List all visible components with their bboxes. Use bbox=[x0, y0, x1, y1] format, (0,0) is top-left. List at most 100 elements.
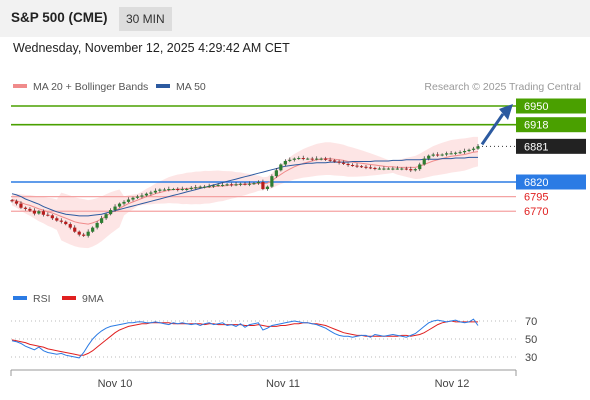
candle-body bbox=[418, 164, 422, 170]
candle-body bbox=[104, 214, 108, 219]
rsi-legend-swatch-1 bbox=[62, 296, 76, 300]
candle-body bbox=[37, 211, 41, 214]
candle-body bbox=[261, 182, 265, 190]
timeframe-button[interactable]: 30 MIN bbox=[119, 7, 172, 31]
level-label-6820: 6820 bbox=[524, 177, 548, 189]
candle-body bbox=[185, 189, 189, 191]
candle-body bbox=[440, 154, 444, 156]
candle-body bbox=[126, 199, 131, 202]
candle-body bbox=[310, 158, 314, 160]
candle-body bbox=[247, 183, 252, 185]
candle-body bbox=[149, 192, 153, 194]
candle-body bbox=[306, 158, 310, 160]
candle-body bbox=[180, 189, 184, 191]
candle-body bbox=[324, 158, 328, 160]
candle-body bbox=[32, 210, 37, 214]
candle-body bbox=[131, 197, 135, 200]
candle-body bbox=[462, 151, 467, 153]
candle-body bbox=[82, 234, 86, 236]
candle-body bbox=[386, 168, 390, 170]
candle-body bbox=[144, 193, 149, 196]
candle-body bbox=[341, 162, 346, 164]
candle-body bbox=[91, 227, 95, 232]
time-axis: Nov 10 Nov 11 Nov 12 bbox=[10, 369, 517, 390]
legend-label-0: MA 20 + Bollinger Bands bbox=[33, 81, 148, 93]
level-label-6918: 6918 bbox=[524, 120, 548, 132]
price-panel: MA 20 + Bollinger Bands MA 50 Research © 2… bbox=[10, 81, 586, 249]
candle-body bbox=[368, 167, 373, 169]
candle-body bbox=[41, 211, 45, 215]
candle-body bbox=[229, 184, 234, 186]
candle-body bbox=[162, 189, 166, 191]
candle-body bbox=[225, 184, 229, 186]
candle-body bbox=[279, 164, 283, 171]
legend-swatch-1 bbox=[156, 84, 170, 88]
candle-body bbox=[382, 168, 386, 170]
time-axis-label: Nov 12 bbox=[435, 378, 470, 390]
level-tag-6918 bbox=[516, 117, 586, 133]
legend-swatch-0 bbox=[13, 84, 27, 88]
instrument-title: S&P 500 (CME) bbox=[11, 10, 108, 25]
candle-body bbox=[77, 231, 81, 235]
candle-body bbox=[350, 165, 355, 167]
candle-body bbox=[86, 231, 90, 236]
candle-body bbox=[445, 153, 449, 155]
candle-body bbox=[113, 206, 117, 211]
time-axis-label: Nov 10 bbox=[98, 378, 133, 390]
candle-body bbox=[270, 176, 274, 187]
candle-body bbox=[359, 166, 364, 168]
rsi-legend-label-1: 9MA bbox=[82, 293, 104, 305]
candle-body bbox=[476, 146, 480, 149]
candle-body bbox=[117, 203, 122, 207]
candle-body bbox=[153, 190, 157, 193]
candle-body bbox=[108, 210, 113, 215]
chart-datetime: Wednesday, November 12, 2025 4:29:42 AM … bbox=[13, 41, 290, 55]
candle-body bbox=[413, 169, 417, 171]
candle-body bbox=[395, 168, 399, 170]
candle-body bbox=[265, 186, 270, 190]
candle-body bbox=[256, 182, 261, 184]
candle-body bbox=[140, 195, 144, 197]
candle-body bbox=[297, 158, 301, 160]
rsi-line bbox=[11, 318, 479, 359]
level-tag-6950 bbox=[516, 98, 586, 114]
candle-body bbox=[292, 158, 296, 160]
candle-body bbox=[19, 203, 23, 208]
candle-body bbox=[167, 189, 171, 191]
candle-body bbox=[212, 185, 216, 187]
candle-body bbox=[436, 154, 440, 156]
level-label-6770: 6770 bbox=[524, 206, 548, 218]
candle-body bbox=[59, 220, 63, 222]
candle-body bbox=[243, 183, 247, 185]
legend-label-1: MA 50 bbox=[176, 81, 206, 93]
candle-body bbox=[220, 184, 225, 186]
candle-body bbox=[315, 158, 319, 160]
rsi-tick-label: 70 bbox=[525, 316, 537, 328]
candle-body bbox=[467, 149, 471, 152]
level-tag-6881 bbox=[516, 138, 586, 154]
candle-body bbox=[207, 186, 211, 188]
candle-body bbox=[203, 186, 207, 188]
level-label-6795: 6795 bbox=[524, 192, 548, 204]
candle-body bbox=[337, 161, 341, 163]
level-tag-6820 bbox=[516, 174, 586, 190]
candle-body bbox=[28, 208, 32, 211]
candle-body bbox=[400, 168, 404, 170]
credit-text: Research © 2025 Trading Central bbox=[424, 81, 581, 93]
candle-body bbox=[171, 189, 175, 191]
rsi-legend-swatch-0 bbox=[13, 296, 27, 300]
rsi-tick-label: 50 bbox=[525, 334, 537, 346]
candle-body bbox=[427, 155, 431, 159]
candle-body bbox=[328, 159, 332, 161]
candle-body bbox=[288, 159, 292, 161]
candle-body bbox=[422, 158, 426, 165]
candle-body bbox=[55, 218, 59, 221]
level-label-6881: 6881 bbox=[524, 141, 548, 153]
projection-arrow-head bbox=[499, 104, 513, 120]
rsi-ma9-line bbox=[11, 320, 478, 356]
candle-body bbox=[283, 160, 287, 165]
candle-body bbox=[50, 215, 54, 219]
candle-body bbox=[471, 148, 476, 150]
candle-body bbox=[391, 168, 395, 170]
